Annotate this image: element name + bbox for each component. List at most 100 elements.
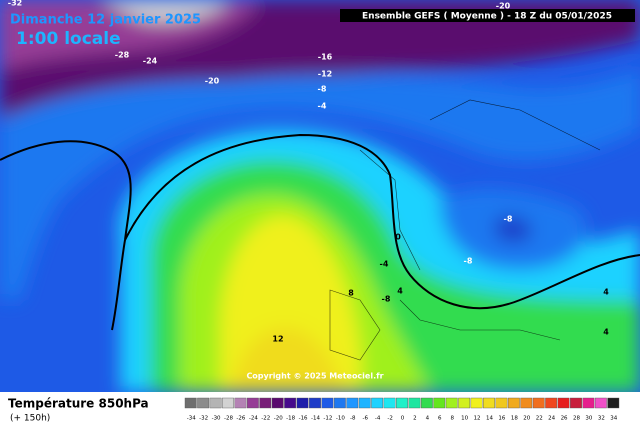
scale-swatch (470, 397, 483, 409)
scale-label: 18 (511, 416, 518, 422)
contour-label: 4 (603, 328, 609, 337)
scale-label: -24 (249, 416, 258, 422)
scale-swatch (582, 397, 595, 409)
scale-label: 30 (585, 416, 592, 422)
scale-label: -22 (261, 416, 270, 422)
scale-label: -34 (187, 416, 196, 422)
contour-label: 4 (603, 288, 609, 297)
contour-label: -8 (318, 85, 327, 94)
scale-label: 34 (610, 416, 617, 422)
contour-label: -8 (382, 295, 391, 304)
scale-swatch (607, 397, 620, 409)
contour-label: -4 (318, 102, 327, 111)
scale-swatch (445, 397, 458, 409)
scale-swatch (321, 397, 334, 409)
contour-label: -32 (8, 0, 22, 8)
scale-label: -26 (236, 416, 245, 422)
scale-swatch (271, 397, 284, 409)
contour-label: 4 (397, 287, 403, 296)
scale-label: 10 (461, 416, 468, 422)
scale-label: -10 (336, 416, 345, 422)
contour-label: -20 (205, 77, 220, 86)
scale-swatch (507, 397, 520, 409)
forecast-time: 1:00 locale (16, 29, 121, 49)
contour-label: -16 (318, 53, 333, 62)
scale-swatch (371, 397, 384, 409)
contour-label: -8 (504, 215, 513, 224)
scale-label: -14 (311, 416, 320, 422)
field-name: Température 850hPa (8, 397, 149, 411)
scale-swatch (520, 397, 533, 409)
scale-label: -16 (299, 416, 308, 422)
scale-label: 14 (486, 416, 493, 422)
scale-swatch (433, 397, 446, 409)
scale-label: 24 (548, 416, 555, 422)
scale-label: -2 (387, 416, 392, 422)
contour-label: -28 (115, 51, 130, 60)
scale-swatch (234, 397, 247, 409)
scale-swatch (222, 397, 234, 409)
model-banner (340, 9, 635, 22)
scale-label: 28 (573, 416, 580, 422)
scale-swatch (246, 397, 259, 409)
scale-swatch (259, 397, 272, 409)
scale-label: 26 (561, 416, 568, 422)
contour-label: 8 (348, 289, 354, 298)
scale-swatch (483, 397, 495, 409)
scale-label: 22 (536, 416, 543, 422)
scale-label: 4 (426, 416, 430, 422)
contour-label: 0 (395, 233, 401, 242)
scale-label: 32 (598, 416, 605, 422)
scale-swatch (184, 397, 197, 409)
scale-swatch (333, 397, 346, 409)
temperature-field (0, 0, 640, 392)
scale-label: 2 (413, 416, 417, 422)
scale-swatch (383, 397, 396, 409)
scale-label: 16 (498, 416, 505, 422)
scale-swatch (284, 397, 297, 409)
forecast-date: Dimanche 12 janvier 2025 (10, 13, 201, 28)
scale-swatch (570, 397, 582, 409)
contour-label: -24 (143, 57, 158, 66)
scale-label: -20 (274, 416, 283, 422)
scale-swatch (358, 397, 371, 409)
scale-label: 12 (474, 416, 481, 422)
scale-swatch (594, 397, 607, 409)
model-run: Ensemble GEFS ( Moyenne ) - 18 Z du 05/0… (362, 12, 612, 22)
scale-label: -8 (350, 416, 356, 422)
scale-label: -18 (286, 416, 295, 422)
contour-labels: -32 -28 -24 -20 -16 -12 -8 -4 -20 -8 -8 0 -4 4 8 -8 4 4 12 (8, 0, 609, 344)
scale-swatch (495, 397, 508, 409)
scale-swatch (420, 397, 433, 409)
scale-swatch (346, 397, 359, 409)
scale-swatch (557, 397, 570, 409)
scale-label: 20 (523, 416, 530, 422)
scale-label: -6 (362, 416, 368, 422)
scale-label: -4 (375, 416, 381, 422)
contour-label: -12 (318, 70, 332, 79)
scale-label: -28 (224, 416, 233, 422)
scale-swatch (296, 397, 309, 409)
scale-swatch (197, 397, 210, 409)
scale-label: 0 (401, 416, 405, 422)
contour-label: -8 (464, 257, 473, 266)
color-scale: -34 -32 -30 -28 -26 -24 -22 -20 -18 -16 -14 -12 -10-… (184, 397, 620, 422)
lead-time: (+ 150h) (10, 414, 50, 424)
scale-label: -30 (212, 416, 221, 422)
scale-swatch (545, 397, 558, 409)
scale-swatch (408, 397, 421, 409)
contour-label: -20 (496, 2, 511, 11)
scale-label: 8 (450, 416, 454, 422)
scale-swatch (209, 397, 222, 409)
contour-label: -4 (380, 260, 389, 269)
contour-label: 12 (272, 335, 283, 344)
scale-label: -12 (323, 416, 332, 422)
scale-swatch (458, 397, 471, 409)
scale-label: -32 (199, 416, 208, 422)
scale-swatch (532, 397, 545, 409)
scale-swatch (309, 397, 321, 409)
copyright: Copyright © 2025 Meteociel.fr (246, 372, 383, 381)
scale-label: 6 (438, 416, 442, 422)
